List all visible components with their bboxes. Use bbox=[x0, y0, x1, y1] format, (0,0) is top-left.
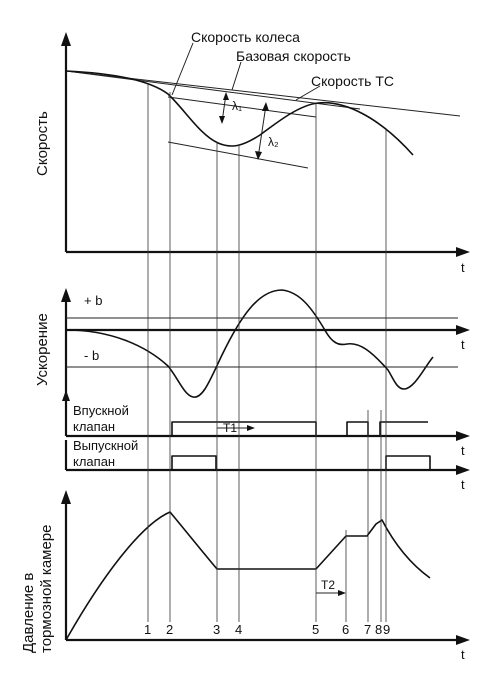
accel-time-label: t bbox=[461, 337, 465, 352]
lambda1-arrow-top bbox=[223, 92, 229, 100]
wheel-speed-label: Скорость колеса bbox=[191, 29, 300, 45]
lambda2-arrow-shaft bbox=[257, 104, 267, 159]
t2-label: T2 bbox=[321, 578, 335, 592]
marker-label-5: 5 bbox=[312, 622, 319, 637]
speed-x-axis-arrow bbox=[456, 247, 470, 257]
lambda2-arrow-top bbox=[262, 102, 269, 111]
outlet-valve-panel: t Выпускной клапан bbox=[64, 438, 470, 492]
marker-label-1: 1 bbox=[144, 622, 151, 637]
inlet-x-axis-arrow bbox=[456, 431, 470, 441]
marker-label-3: 3 bbox=[213, 622, 220, 637]
vehicle-speed-label: Скорость ТС bbox=[311, 73, 394, 89]
speed-time-label: t bbox=[461, 260, 465, 275]
event-guides bbox=[147, 84, 387, 622]
pressure-x-axis-arrow bbox=[456, 635, 470, 645]
accel-axis-label: Ускорение bbox=[34, 313, 51, 386]
acceleration-curve bbox=[65, 289, 434, 398]
pressure-y-axis-arrow bbox=[61, 490, 71, 504]
event-marker-labels: 1 2 3 4 5 6 7 8 9 bbox=[144, 622, 390, 637]
marker-label-7: 7 bbox=[364, 622, 371, 637]
accel-y-axis-arrow bbox=[61, 288, 71, 302]
marker-label-9: 9 bbox=[383, 622, 390, 637]
pressure-panel: t Давление в тормозной камере T2 bbox=[20, 490, 470, 662]
vehicle-speed-leader bbox=[295, 85, 321, 101]
outlet-x-axis-arrow bbox=[456, 465, 470, 475]
base-speed-label: Базовая скорость bbox=[236, 48, 351, 64]
t1-arrow bbox=[247, 425, 255, 431]
lambda2-arrow-bottom bbox=[255, 151, 262, 160]
speed-y-axis-arrow bbox=[61, 32, 71, 46]
lambda2-threshold-line bbox=[167, 141, 309, 169]
outlet-time-label: t bbox=[461, 477, 465, 492]
t1-label: T1 bbox=[223, 421, 237, 435]
base-speed-line bbox=[65, 70, 361, 110]
lambda2-label: λ₂ bbox=[268, 135, 279, 149]
outlet-valve-label-2: клапан bbox=[73, 454, 115, 469]
pressure-axis-label-2: тормозной камере bbox=[38, 525, 55, 654]
lambda1-arrow-bottom bbox=[219, 116, 225, 124]
acceleration-panel: t + b - b Ускорение bbox=[34, 288, 470, 398]
inlet-time-label: t bbox=[461, 443, 465, 458]
marker-label-6: 6 bbox=[342, 622, 349, 637]
pressure-time-label: t bbox=[461, 647, 465, 662]
marker-label-8: 8 bbox=[375, 622, 382, 637]
base-speed-leader bbox=[231, 61, 242, 91]
inlet-y-axis-arrow bbox=[62, 390, 70, 401]
marker-label-2: 2 bbox=[166, 622, 173, 637]
speed-axis-label: Скорость bbox=[34, 111, 51, 176]
outlet-valve-label-1: Выпускной bbox=[73, 438, 138, 453]
accel-x-axis-arrow bbox=[456, 325, 470, 335]
pressure-axis-label-1: Давление в bbox=[20, 573, 37, 653]
marker-label-4: 4 bbox=[235, 622, 242, 637]
outlet-valve-signal bbox=[66, 455, 431, 471]
wheel-speed-curve bbox=[65, 70, 414, 156]
wheel-speed-leader bbox=[171, 42, 194, 96]
t2-arrow bbox=[338, 590, 346, 596]
lambda1-label: λ₁ bbox=[232, 99, 242, 113]
inlet-valve-signal bbox=[66, 421, 428, 437]
inlet-valve-label-1: Впускной bbox=[73, 403, 129, 418]
inlet-valve-panel: t Впускной клапан T1 bbox=[62, 390, 470, 458]
plus-b-label: + b bbox=[84, 293, 102, 308]
pressure-curve bbox=[65, 511, 431, 641]
minus-b-label: - b bbox=[84, 348, 99, 363]
speed-panel: t Скорость Скорость колеса Базовая скоро… bbox=[34, 29, 470, 275]
inlet-valve-label-2: клапан bbox=[73, 419, 115, 434]
